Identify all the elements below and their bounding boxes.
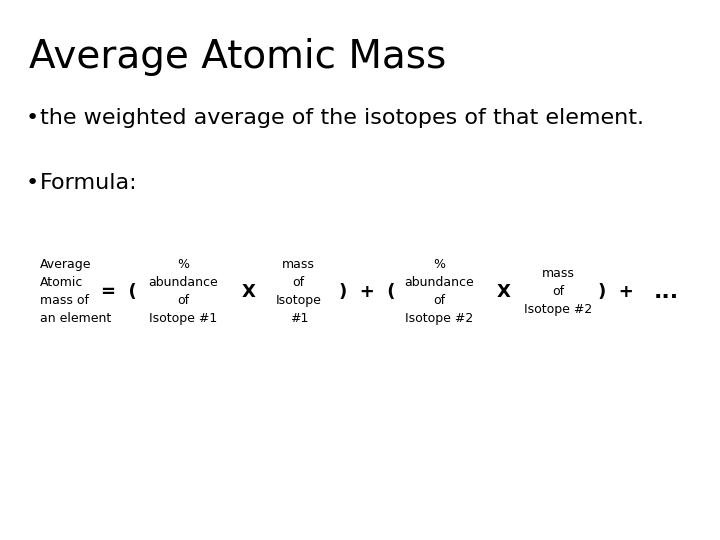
Text: %
abundance
of
Isotope #2: % abundance of Isotope #2 bbox=[405, 258, 474, 325]
Text: •: • bbox=[25, 108, 38, 128]
Text: )  +: ) + bbox=[598, 282, 634, 301]
Text: Formula:: Formula: bbox=[40, 173, 138, 193]
Text: mass
of
Isotope #2: mass of Isotope #2 bbox=[524, 267, 592, 316]
Text: =  (: = ( bbox=[101, 282, 137, 301]
Text: )  +  (: ) + ( bbox=[339, 282, 395, 301]
Text: ...: ... bbox=[654, 281, 678, 302]
Text: %
abundance
of
Isotope #1: % abundance of Isotope #1 bbox=[149, 258, 218, 325]
Text: Average Atomic Mass: Average Atomic Mass bbox=[29, 38, 446, 76]
Text: X: X bbox=[241, 282, 256, 301]
Text: Average
Atomic
mass of
an element: Average Atomic mass of an element bbox=[40, 258, 111, 325]
Text: mass
of
Isotope
#1: mass of Isotope #1 bbox=[276, 258, 322, 325]
Text: •: • bbox=[25, 173, 38, 193]
Text: the weighted average of the isotopes of that element.: the weighted average of the isotopes of … bbox=[40, 108, 644, 128]
Text: X: X bbox=[497, 282, 511, 301]
